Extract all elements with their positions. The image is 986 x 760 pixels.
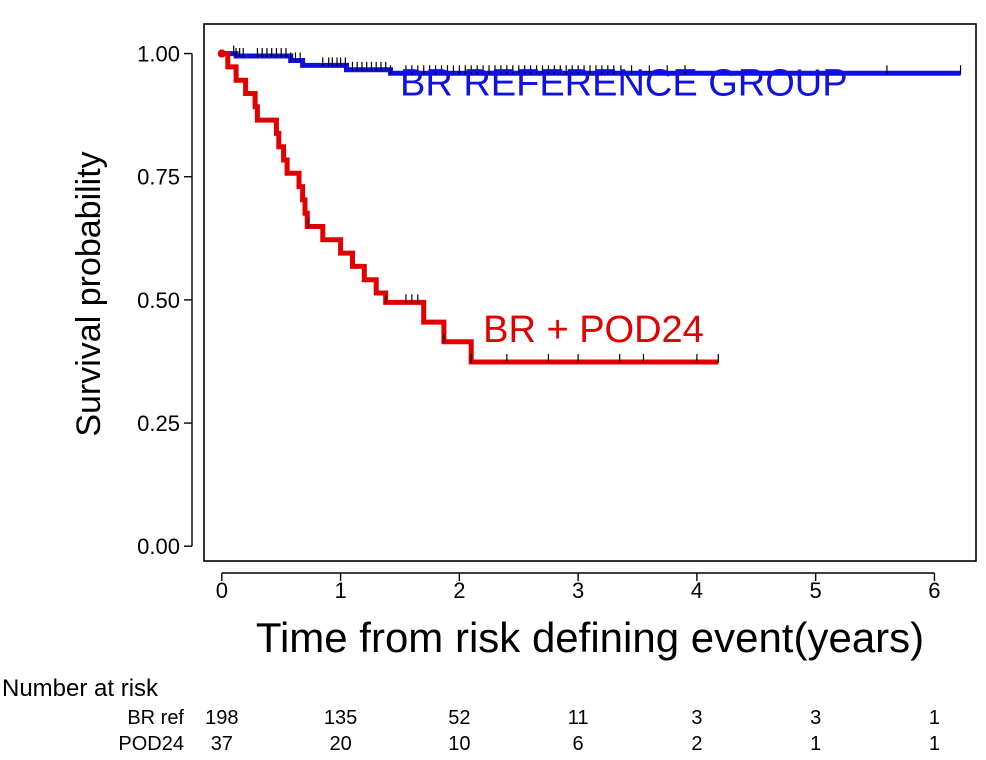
risk-count: 2 <box>691 733 702 755</box>
y-tick-label: 0.50 <box>137 288 180 313</box>
risk-count: 20 <box>329 733 351 755</box>
x-axis: 0 1 2 3 4 5 6 <box>216 572 941 603</box>
y-axis-title: Survival probability <box>70 151 108 436</box>
risk-count: 1 <box>810 733 821 755</box>
risk-count: 52 <box>448 707 470 729</box>
y-tick-label: 0.75 <box>137 165 180 190</box>
series-label-br-pod24: BR + POD24 <box>483 309 704 351</box>
risk-row-label: POD24 <box>118 733 184 755</box>
risk-count: 198 <box>205 707 238 729</box>
plot-frame <box>203 23 977 562</box>
risk-count: 6 <box>573 733 584 755</box>
x-axis-title: Time from risk defining event(years) <box>256 614 924 661</box>
x-tick-label: 6 <box>928 578 940 603</box>
series-group-0 <box>217 45 962 76</box>
risk-table-title: Number at risk <box>2 675 159 702</box>
risk-count: 1 <box>929 733 940 755</box>
x-tick-label: 5 <box>810 578 822 603</box>
risk-count: 1 <box>929 707 940 729</box>
series-group-1 <box>217 49 719 365</box>
risk-count: 37 <box>211 733 233 755</box>
series-layer <box>217 45 962 365</box>
curve-start-point <box>217 49 226 58</box>
risk-count: 3 <box>691 707 702 729</box>
risk-row-label: BR ref <box>127 707 184 729</box>
x-tick-label: 3 <box>572 578 584 603</box>
x-tick-label: 0 <box>216 578 228 603</box>
series-label-br-reference: BR REFERENCE GROUP <box>400 62 848 104</box>
risk-count: 3 <box>810 707 821 729</box>
risk-count: 10 <box>448 733 470 755</box>
x-tick-label: 4 <box>691 578 703 603</box>
risk-count: 11 <box>568 707 589 729</box>
risk-count: 135 <box>324 707 357 729</box>
y-tick-label: 0.25 <box>137 411 180 436</box>
y-axis: 0.00 0.25 0.50 0.75 1.00 <box>137 42 193 559</box>
x-tick-label: 1 <box>334 578 346 603</box>
y-tick-label: 1.00 <box>137 42 180 67</box>
y-tick-label: 0.00 <box>137 534 180 559</box>
x-tick-label: 2 <box>453 578 465 603</box>
